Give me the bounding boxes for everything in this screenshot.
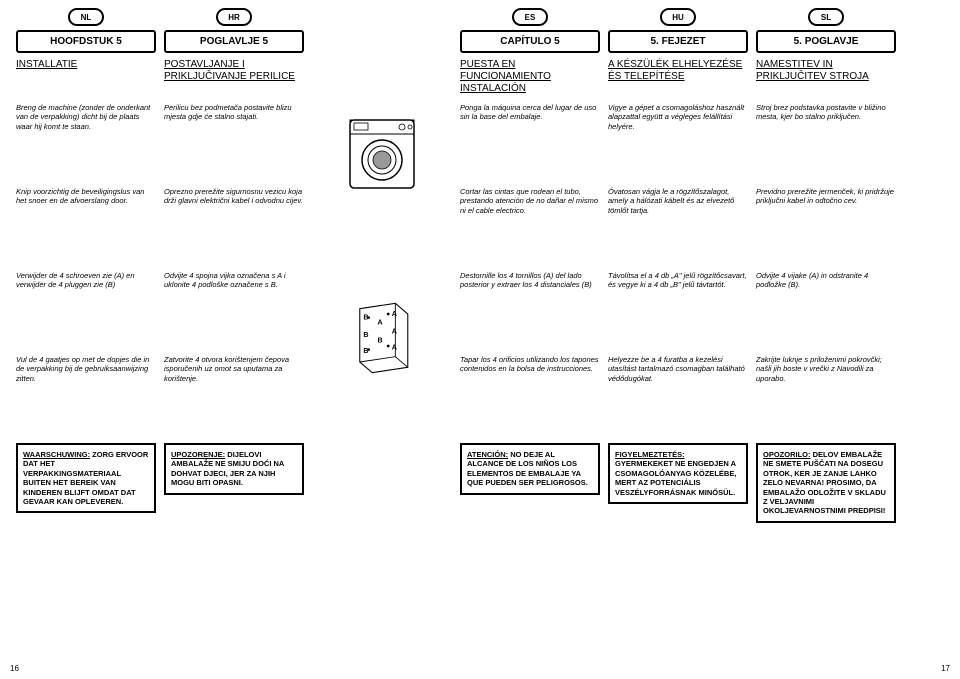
warning-hu: FIGYELMEZTETÉS: GYERMEKEKET NE ENGEDJEN … bbox=[608, 443, 748, 504]
chapter-nl: HOOFDSTUK 5 bbox=[16, 30, 156, 53]
illust-machine bbox=[312, 106, 452, 202]
title-es: PUESTA EN FUNCIONAMIENTO INSTALACIÓN bbox=[460, 59, 600, 99]
column-hr: HR POGLAVLJE 5 POSTAVLJANJE I PRIKLJUČIV… bbox=[164, 8, 304, 546]
para-r2-nl: Knip voorzichtig de beveiligingslus van … bbox=[16, 187, 156, 267]
warning-sl: OPOZORILO: DELOV EMBALAŽE NE SMETE PUŠČA… bbox=[756, 443, 896, 523]
machine-back-icon: B A B A B A A B bbox=[342, 298, 422, 378]
svg-text:B: B bbox=[378, 336, 383, 344]
title-hu: A KÉSZÜLÉK ELHELYEZÉSE ÉS TELEPÍTÉSE bbox=[608, 59, 748, 99]
para-r1-sl: Stroj brez podstavka postavite v bližino… bbox=[756, 103, 896, 183]
column-hu: HU 5. FEJEZET A KÉSZÜLÉK ELHELYEZÉSE ÉS … bbox=[608, 8, 748, 546]
column-es: ES CAPÍTULO 5 PUESTA EN FUNCIONAMIENTO I… bbox=[460, 8, 600, 546]
para-r4-sl: Zakrijte luknje s priloženimi pokrovčki;… bbox=[756, 355, 896, 435]
svg-text:B: B bbox=[363, 331, 368, 339]
warn-title-sl: OPOZORILO: bbox=[763, 450, 811, 459]
para-r1-es: Ponga la máquina cerca del lugar de uso … bbox=[460, 103, 600, 183]
warn-title-es: ATENCIÓN: bbox=[467, 450, 508, 459]
para-r3-hu: Távolítsa el a 4 db „A" jelű rögzítőcsav… bbox=[608, 271, 748, 351]
para-r4-es: Tapar los 4 orificios utilizando los tap… bbox=[460, 355, 600, 435]
para-r3-nl: Verwijder de 4 schroeven zie (A) en verw… bbox=[16, 271, 156, 351]
title-hr: POSTAVLJANJE I PRIKLJUČIVANJE PERILICE bbox=[164, 59, 304, 99]
page-number-right: 17 bbox=[941, 664, 950, 673]
warning-nl: WAARSCHUWING: ZORG ERVOOR DAT HET VERPAK… bbox=[16, 443, 156, 513]
para-r1-hr: Perilicu bez podmetača postavite blizu m… bbox=[164, 103, 304, 183]
title-sl: NAMESTITEV IN PRIKLJUČITEV STROJA bbox=[756, 59, 896, 99]
para-r3-es: Destornille los 4 tornillos (A) del lado… bbox=[460, 271, 600, 351]
svg-text:A: A bbox=[378, 319, 383, 327]
warn-body-sl: DELOV EMBALAŽE NE SMETE PUŠČATI NA DOSEG… bbox=[763, 450, 886, 515]
column-sl: SL 5. POGLAVJE NAMESTITEV IN PRIKLJUČITE… bbox=[756, 8, 896, 546]
para-r2-es: Cortar las cintas que rodean el tubo, pr… bbox=[460, 187, 600, 267]
lang-badge-hu: HU bbox=[660, 8, 696, 26]
illust-screws: B A B A B A A B bbox=[312, 290, 452, 386]
warn-title-hr: UPOZORENJE: bbox=[171, 450, 225, 459]
svg-text:A: A bbox=[392, 344, 397, 352]
svg-text:A: A bbox=[392, 328, 397, 336]
column-nl: NL HOOFDSTUK 5 INSTALLATIE Breng de mach… bbox=[16, 8, 156, 546]
manual-spread: NL HOOFDSTUK 5 INSTALLATIE Breng de mach… bbox=[0, 0, 960, 554]
para-r1-nl: Breng de machine (zonder de onderkant va… bbox=[16, 103, 156, 183]
para-r2-hu: Óvatosan vágja le a rögzítőszalagot, ame… bbox=[608, 187, 748, 267]
para-r4-nl: Vul de 4 gaatjes op met de dopjes die in… bbox=[16, 355, 156, 435]
warn-body-hu: GYERMEKEKET NE ENGEDJEN A CSOMAGOLÓANYAG… bbox=[615, 459, 736, 496]
para-r4-hr: Zatvorite 4 otvora korištenjem čepova is… bbox=[164, 355, 304, 435]
para-r2-sl: Previdno prerežite jermenček, ki pridržu… bbox=[756, 187, 896, 267]
para-r2-hr: Oprezno prerežite sigurnosnu vezicu koja… bbox=[164, 187, 304, 267]
para-r1-hu: Vigye a gépet a csomagoláshoz használt a… bbox=[608, 103, 748, 183]
svg-text:B: B bbox=[363, 313, 368, 321]
lang-badge-nl: NL bbox=[68, 8, 104, 26]
para-r3-hr: Odvijte 4 spojna vijka označena s A i uk… bbox=[164, 271, 304, 351]
para-r4-hu: Helyezze be a 4 furatba a kezelési utasí… bbox=[608, 355, 748, 435]
para-r3-sl: Odvijte 4 vijake (A) in odstranite 4 pod… bbox=[756, 271, 896, 351]
warning-hr: UPOZORENJE: DIJELOVI AMBALAŽE NE SMIJU D… bbox=[164, 443, 304, 495]
svg-text:A: A bbox=[392, 310, 397, 318]
page-number-left: 16 bbox=[10, 664, 19, 673]
lang-badge-sl: SL bbox=[808, 8, 844, 26]
chapter-hu: 5. FEJEZET bbox=[608, 30, 748, 53]
chapter-hr: POGLAVLJE 5 bbox=[164, 30, 304, 53]
washing-machine-icon bbox=[342, 114, 422, 194]
warn-title-nl: WAARSCHUWING: bbox=[23, 450, 90, 459]
warning-es: ATENCIÓN: NO DEJE AL ALCANCE DE LOS NIÑO… bbox=[460, 443, 600, 495]
column-illustrations: B A B A B A A B bbox=[312, 8, 452, 546]
chapter-es: CAPÍTULO 5 bbox=[460, 30, 600, 53]
chapter-sl: 5. POGLAVJE bbox=[756, 30, 896, 53]
title-nl: INSTALLATIE bbox=[16, 59, 156, 99]
warn-title-hu: FIGYELMEZTETÉS: bbox=[615, 450, 685, 459]
lang-badge-es: ES bbox=[512, 8, 548, 26]
lang-badge-hr: HR bbox=[216, 8, 252, 26]
svg-text:B: B bbox=[363, 347, 368, 355]
